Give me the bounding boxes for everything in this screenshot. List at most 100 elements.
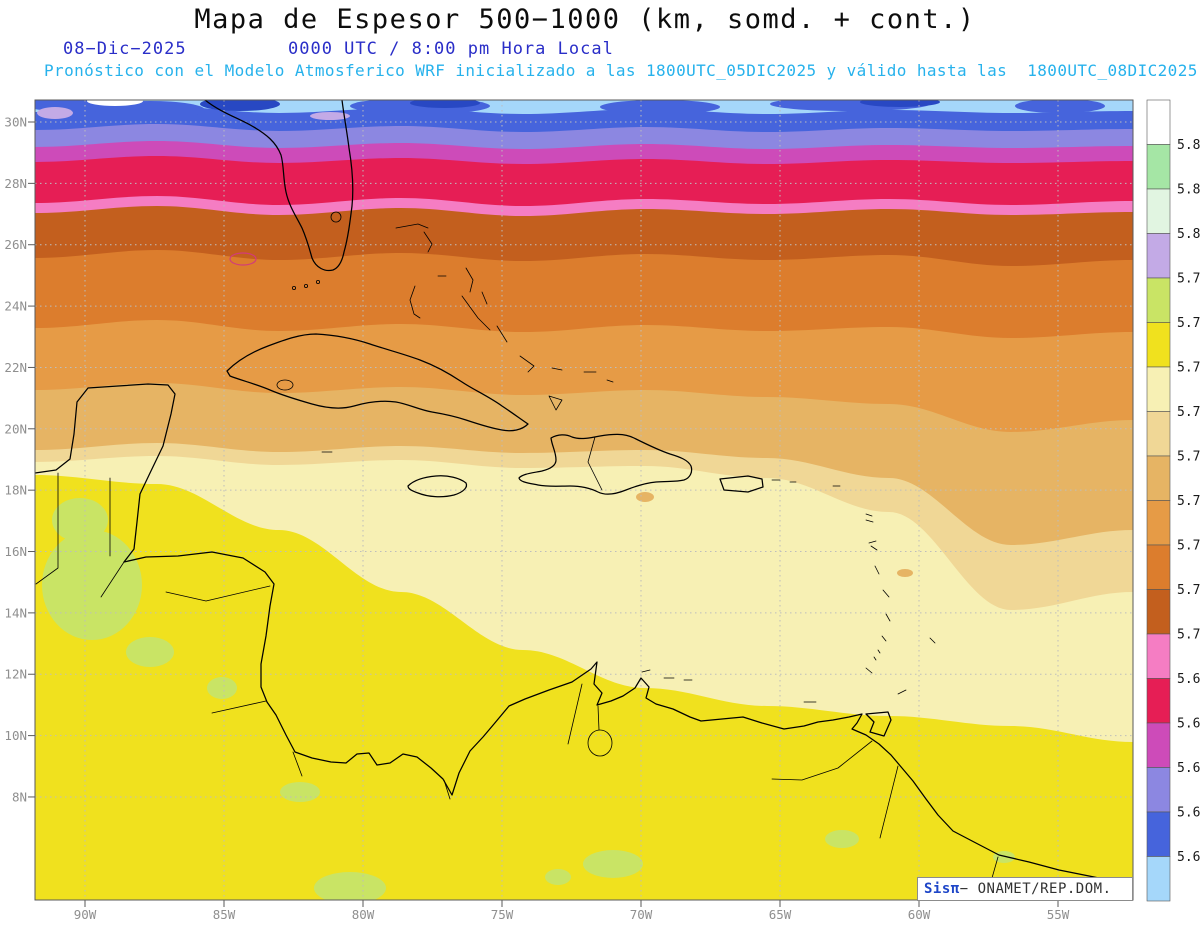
closed-contour-ring xyxy=(229,252,257,266)
lat-tick-label: 10N xyxy=(4,728,27,743)
colorbar-swatch xyxy=(1146,589,1171,635)
lon-tick-label: 90W xyxy=(74,907,97,922)
green-max-patch xyxy=(545,869,571,885)
colorbar-swatch xyxy=(1146,411,1171,457)
colorbar-value-label: 5.64 xyxy=(1177,850,1200,865)
date-label: 08−Dic−2025 xyxy=(63,39,187,59)
colorbar-swatch xyxy=(1146,277,1171,323)
lon-tick-label: 65W xyxy=(769,907,792,922)
credit-text: − ONAMET/REP.DOM. xyxy=(959,881,1112,897)
tan-spot xyxy=(636,492,654,502)
deep-blue-patch xyxy=(410,100,480,108)
orinoco-river xyxy=(771,740,873,781)
lon-tick-label: 70W xyxy=(630,907,653,922)
tan-spot xyxy=(897,569,913,577)
colorbar-swatch xyxy=(1146,322,1171,368)
colorbar-value-label: 5.688 xyxy=(1177,672,1200,687)
colorbar-swatch xyxy=(1146,500,1171,546)
lat-tick-label: 14N xyxy=(4,605,27,620)
colorbar-swatch xyxy=(1146,544,1171,590)
blue-patch xyxy=(600,100,720,114)
colorbar-value-label: 5.664 xyxy=(1177,761,1200,776)
colorbar-value-label: 5.748 xyxy=(1177,450,1200,465)
colorbar-value-label: 5.819 xyxy=(1177,183,1200,198)
puerto-rico-coast xyxy=(719,475,764,493)
green-max-patch xyxy=(993,851,1015,863)
colorbar-value-label: 5.831 xyxy=(1177,138,1200,153)
colorbar-value-label: 5.783 xyxy=(1177,316,1200,331)
colorbar-swatch xyxy=(1146,722,1171,768)
green-max-patch xyxy=(825,830,859,848)
florida-keys xyxy=(315,279,320,284)
colorbar-swatch xyxy=(1146,99,1171,145)
map-frame xyxy=(34,99,1134,901)
lesser-antilles xyxy=(641,479,936,703)
credit-brand: Sis xyxy=(924,881,951,897)
green-max-patch xyxy=(126,637,174,667)
lat-tick-label: 16N xyxy=(4,544,27,559)
isla-juventud xyxy=(276,379,294,391)
florida-keys xyxy=(303,283,308,288)
green-max-patch xyxy=(207,677,237,699)
colorbar-swatch xyxy=(1146,856,1171,902)
lat-tick-label: 12N xyxy=(4,667,27,682)
green-max-patch xyxy=(42,530,142,640)
lat-tick-label: 18N xyxy=(4,483,27,498)
lavender-patch xyxy=(37,107,73,119)
thickness-bands xyxy=(35,106,1133,900)
page-title: Mapa de Espesor 500−1000 (km, somd. + co… xyxy=(194,4,976,35)
country-borders xyxy=(35,472,999,900)
green-max-patch xyxy=(52,498,108,542)
lavender-patch xyxy=(310,112,350,120)
coastlines xyxy=(35,100,1133,900)
haiti-dr-border xyxy=(587,436,603,491)
green-max-patch xyxy=(280,782,320,802)
deep-blue-patch xyxy=(860,100,940,107)
lat-tick-label: 20N xyxy=(4,421,27,436)
axis-ticks: 30N 28N 26N 24N 22N 20N 18N 16N 14N 12N 10N 8N 90W 85… xyxy=(4,115,1069,923)
colorbar-value-label: 5.7 xyxy=(1177,628,1200,643)
green-max-patch xyxy=(583,850,643,878)
forecast-model-label: Pronóstico con el Modelo Atmosferico WRF… xyxy=(44,61,1198,80)
lake-maracaibo xyxy=(587,729,613,757)
colorbar-legend: 5.831 5.819 5.807 5.795 5.783 5.772 5.76 5.748 5… xyxy=(1146,99,1200,902)
lon-tick-label: 55W xyxy=(1047,907,1070,922)
field-detail-patches xyxy=(35,100,1105,900)
lon-tick-label: 75W xyxy=(491,907,514,922)
white-patch xyxy=(87,100,143,106)
colorbar-swatch xyxy=(1146,188,1171,234)
blue-patch xyxy=(1015,100,1105,113)
colorbar-swatch xyxy=(1146,811,1171,857)
colorbar-swatch xyxy=(1146,144,1171,190)
colorbar-swatch xyxy=(1146,678,1171,724)
lat-tick-label: 26N xyxy=(4,237,27,252)
lon-tick-label: 60W xyxy=(908,907,931,922)
deep-blue-patch xyxy=(200,100,280,111)
lat-tick-label: 28N xyxy=(4,176,27,191)
hispaniola-coast xyxy=(518,433,693,495)
bahamas-islands xyxy=(395,223,614,411)
credit-box: Sis π − ONAMET/REP.DOM. xyxy=(917,877,1133,901)
jamaica-coast xyxy=(407,475,468,498)
colorbar-value-label: 5.76 xyxy=(1177,405,1200,420)
colorbar-swatch xyxy=(1146,233,1171,279)
trinidad-coast xyxy=(865,711,892,737)
graticule xyxy=(35,100,1133,900)
colorbar-value-label: 5.724 xyxy=(1177,539,1200,554)
time-label: 0000 UTC / 8:00 pm Hora Local xyxy=(288,39,614,59)
colorbar-swatch xyxy=(1146,455,1171,501)
colorbar-value-label: 5.772 xyxy=(1177,361,1200,376)
colorbar-value-label: 5.652 xyxy=(1177,806,1200,821)
lat-tick-label: 24N xyxy=(4,299,27,314)
florida-coast xyxy=(204,100,354,272)
colorbar-value-label: 5.795 xyxy=(1177,272,1200,287)
lon-tick-label: 80W xyxy=(352,907,375,922)
colorbar-swatch xyxy=(1146,767,1171,813)
colorbar-swatch xyxy=(1146,366,1171,412)
mainland-coast xyxy=(35,383,1133,886)
pi-logo-icon: π xyxy=(950,881,960,897)
colorbar-value-label: 5.736 xyxy=(1177,494,1200,509)
lon-tick-label: 85W xyxy=(213,907,236,922)
florida-keys xyxy=(291,285,296,290)
